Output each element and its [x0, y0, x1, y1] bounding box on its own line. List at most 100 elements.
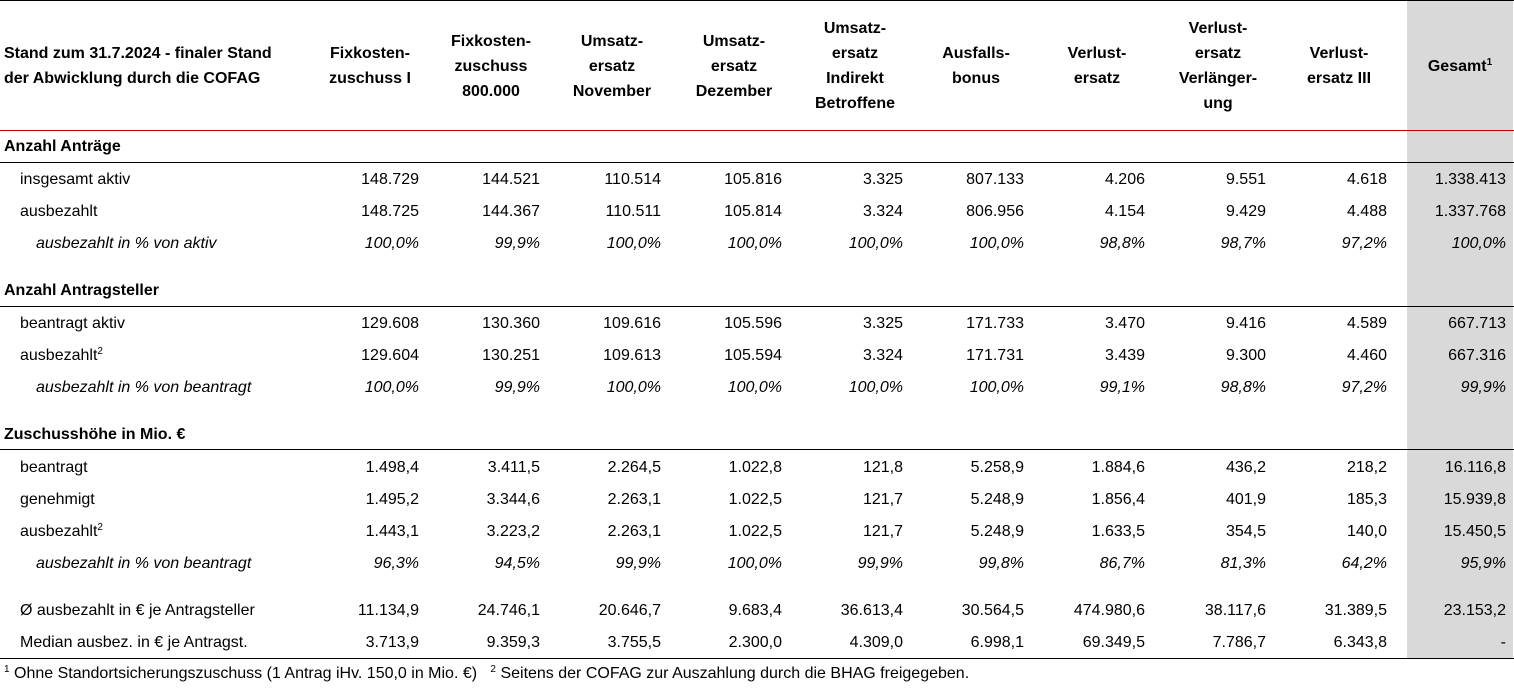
column-header-line: Betroffene — [814, 95, 895, 112]
table-cell: 1.633,5 — [1091, 523, 1145, 540]
table-cell: 5.248,9 — [970, 523, 1024, 540]
row-label: ausbezahlt in % von beantragt — [36, 554, 251, 574]
table-cell: 31.389,5 — [1324, 602, 1387, 619]
table-cell: 100,0% — [848, 235, 903, 252]
column-header-line: Umsatz- — [580, 32, 644, 50]
table-cell: 95,9% — [1460, 555, 1506, 572]
table-cell: 121,8 — [862, 459, 903, 476]
column-header-line: ersatz — [831, 45, 879, 62]
table-cell: 218,2 — [1346, 459, 1387, 476]
table-title-line-2: der Abwicklung durch die COFAG — [4, 70, 261, 87]
table-cell: 9.429 — [1225, 203, 1266, 220]
row-label: beantragt — [20, 458, 88, 478]
table-cell: 3.325 — [862, 315, 903, 332]
row-label-text: beantragt aktiv — [20, 315, 125, 332]
row-label-text: ausbezahlt in % von beantragt — [36, 379, 252, 396]
row-label-text: ausbezahlt in % von aktiv — [36, 235, 217, 252]
table-cell: 99,9% — [857, 555, 903, 572]
table-cell: 129.604 — [361, 347, 419, 364]
table-cell: 2.300,0 — [728, 634, 782, 651]
table-cell: 354,5 — [1225, 523, 1266, 540]
total-column-shading — [1407, 0, 1513, 658]
table-cell: 110.511 — [605, 203, 661, 220]
column-header-line: 800.000 — [462, 82, 520, 100]
row-label-footnote-mark: 2 — [97, 346, 103, 357]
table-cell: 6.998,1 — [970, 634, 1024, 651]
section-heading: Anzahl Antragsteller — [4, 282, 159, 299]
column-header: Gesamt1 — [1390, 54, 1514, 79]
column-header-line: ersatz — [710, 57, 758, 75]
table-cell: 100,0% — [727, 379, 782, 396]
column-header-line: zuschuss — [454, 57, 528, 75]
table-cell: 1.498,4 — [365, 459, 419, 476]
table-cell: 3.325 — [862, 171, 903, 188]
footnote-text-1: Ohne Standortsicherungszuschuss (1 Antra… — [14, 665, 478, 682]
section-rule — [0, 162, 1514, 163]
table-cell: 667.316 — [1448, 347, 1506, 364]
table-cell: 100,0% — [848, 379, 903, 396]
column-header-line: zuschuss I — [329, 70, 411, 87]
row-label-text: ausbezahlt in % von beantragt — [36, 555, 252, 572]
table-cell: 30.564,5 — [961, 602, 1024, 619]
table-cell: 38.117,6 — [1204, 602, 1266, 619]
table-cell: 94,5% — [494, 555, 540, 572]
table-top-rule — [0, 0, 1514, 1]
table-cell: 1.022,5 — [728, 491, 782, 508]
column-header-line: ung — [1203, 95, 1233, 112]
table-cell: 9.416 — [1225, 315, 1266, 332]
table-cell: 100,0% — [1451, 235, 1506, 252]
table-cell: 129.608 — [361, 315, 419, 332]
row-label: beantragt aktiv — [20, 314, 125, 334]
table-cell: 36.613,4 — [840, 602, 903, 619]
row-label-text: ausbezahlt — [20, 347, 98, 364]
column-header-line: Umsatz- — [823, 20, 887, 37]
table-cell: 3.324 — [862, 203, 903, 220]
column-header-line: Fixkosten- — [450, 32, 531, 50]
table-cell: 130.251 — [482, 347, 540, 364]
table-cell: 69.349,5 — [1082, 634, 1145, 651]
table-cell: 105.594 — [724, 347, 782, 364]
table-cell: 109.616 — [603, 315, 661, 332]
table-cell: 1.338.413 — [1434, 171, 1506, 188]
table-cell: 100,0% — [606, 379, 661, 396]
table-cell: 16.116,8 — [1444, 459, 1506, 476]
table-cell: 1.443,1 — [365, 523, 419, 540]
section-heading: Zuschusshöhe in Mio. € — [4, 426, 186, 443]
column-header: Verlust-ersatz — [1027, 41, 1167, 91]
row-label: ausbezahlt in % von beantragt — [36, 378, 251, 398]
column-header-line: November — [572, 82, 652, 100]
table-cell: 99,1% — [1099, 379, 1145, 396]
column-header-line: Verlust- — [1309, 45, 1369, 62]
row-label: Ø ausbezahlt in € je Antragsteller — [20, 601, 255, 621]
table-cell: 185,3 — [1346, 491, 1387, 508]
table-cell: 436,2 — [1225, 459, 1266, 476]
table-cell: 171.731 — [966, 347, 1024, 364]
table-cell: 20.646,7 — [598, 602, 661, 619]
table-cell: 23.153,2 — [1443, 602, 1506, 619]
table-cell: 140,0 — [1346, 523, 1387, 540]
row-label: genehmigt — [20, 490, 95, 510]
column-header-line: ersatz III — [1306, 70, 1372, 87]
table-cell: 4.488 — [1346, 203, 1387, 220]
column-header: Umsatz-ersatz Dezember — [664, 29, 804, 104]
table-cell: 11.134,9 — [357, 602, 419, 619]
table-cell: 171.733 — [966, 315, 1024, 332]
column-header-line: Indirekt — [826, 70, 884, 87]
footnote-text-2: Seitens der COFAG zur Auszahlung durch d… — [500, 665, 970, 682]
table-cell: 9.300 — [1225, 347, 1266, 364]
table-cell: 148.725 — [361, 203, 419, 220]
column-header-line: ersatz — [588, 57, 636, 75]
table-cell: 110.514 — [604, 171, 661, 188]
column-header: Umsatz-ersatz Indirekt Betroffene — [785, 16, 925, 116]
section-rule — [0, 306, 1514, 307]
row-label: ausbezahlt in % von aktiv — [36, 234, 217, 254]
table-cell: 3.324 — [862, 347, 903, 364]
column-header-line: Gesamt1 — [1390, 54, 1514, 79]
table-cell: 105.814 — [724, 203, 782, 220]
row-label-text: genehmigt — [20, 491, 95, 508]
row-label: ausbezahlt — [20, 202, 97, 222]
table-cell: 97,2% — [1341, 235, 1387, 252]
table-cell: 3.470 — [1104, 315, 1145, 332]
table-cell: 5.258,9 — [970, 459, 1024, 476]
